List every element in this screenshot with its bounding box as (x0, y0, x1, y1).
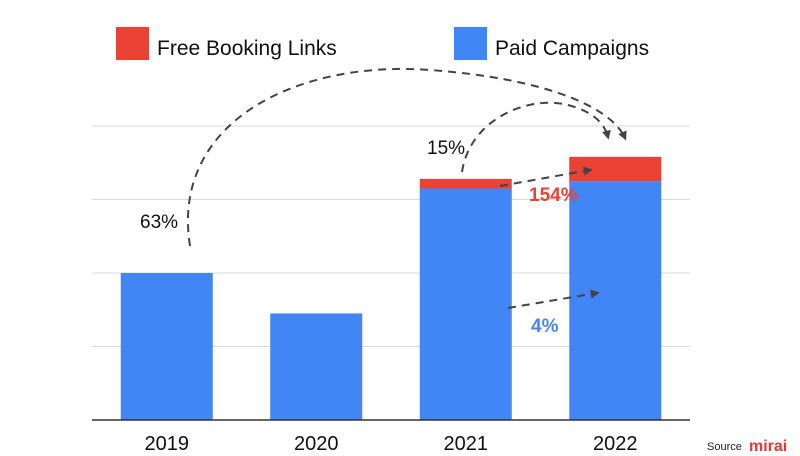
annotations: 63% 15% 154% 4% (140, 138, 578, 337)
bar-free-booking-links-2022 (569, 156, 662, 182)
source-footer: Source mirai (707, 438, 787, 455)
legend-label-free-booking-links: Free Booking Links (157, 37, 337, 60)
bar-paid-campaigns-2020 (270, 313, 363, 420)
bar-paid-campaigns-2021 (419, 188, 512, 420)
bar-paid-campaigns-2019 (120, 273, 213, 420)
x-tick-label-2019: 2019 (145, 433, 190, 455)
legend-swatch-free-booking-links (116, 27, 149, 60)
legend: Free Booking Links Paid Campaigns (116, 27, 649, 60)
brand-logo-mirai: mirai (749, 438, 787, 455)
bars (120, 156, 662, 420)
legend-swatch-paid-campaigns (454, 27, 487, 60)
arrow-2021-blue-segment (507, 289, 600, 309)
bar-paid-campaigns-2022 (569, 181, 662, 420)
x-tick-labels: 2019 2020 2021 2022 (145, 433, 638, 455)
annotation-4-percent: 4% (531, 316, 559, 337)
x-tick-label-2020: 2020 (294, 433, 339, 455)
annotation-63-percent: 63% (140, 212, 178, 233)
annotation-154-percent: 154% (529, 185, 578, 206)
arrow-2021-red-segment (499, 166, 593, 187)
x-tick-label-2022: 2022 (593, 433, 638, 455)
bar-free-booking-links-2021 (419, 178, 512, 189)
annotation-15-percent: 15% (427, 138, 465, 159)
growth-arrows (187, 68, 627, 309)
arrow-2019-to-2022 (187, 68, 627, 247)
legend-label-paid-campaigns: Paid Campaigns (495, 37, 649, 60)
source-label: Source (707, 441, 742, 453)
x-tick-label-2021: 2021 (444, 433, 489, 455)
